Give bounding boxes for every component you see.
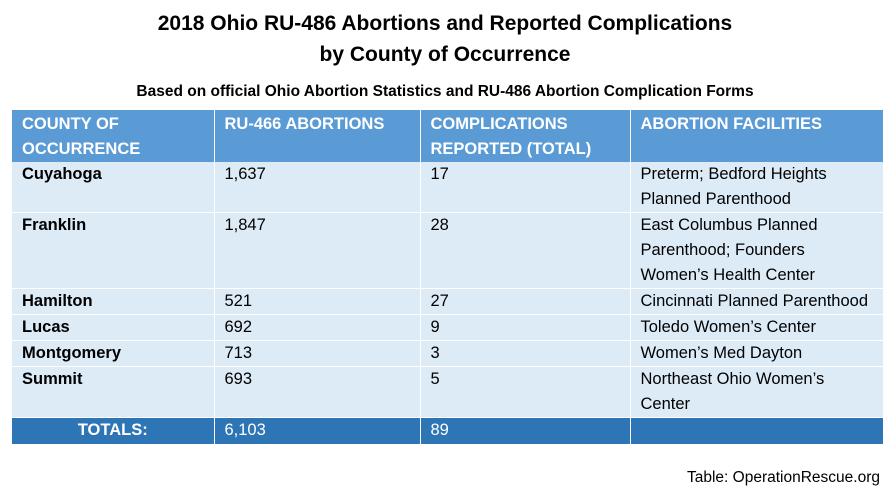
cell-facilities: Toledo Women’s Center (630, 314, 884, 341)
totals-row: TOTALS: 6,103 89 (12, 417, 884, 444)
totals-abortions: 6,103 (214, 417, 421, 444)
cell-abortions: 692 (214, 314, 421, 341)
cell-county: Hamilton (12, 288, 215, 315)
cell-complications: 5 (420, 366, 631, 418)
header-facilities: ABORTION FACILITIES (630, 110, 884, 162)
cell-facilities: Women’s Med Dayton (630, 340, 884, 367)
table-row: Cuyahoga 1,637 17 Preterm; Bedford Heights … (12, 162, 884, 213)
cell-facilities: Cincinnati Planned Parenthood (630, 288, 884, 315)
cell-abortions: 521 (214, 288, 421, 315)
totals-label: TOTALS: (12, 417, 215, 444)
cell-county: Lucas (12, 314, 215, 341)
document-subtitle: Based on official Ohio Abortion Statisti… (136, 83, 754, 100)
source-credit: Table: OperationRescue.org (686, 469, 880, 486)
cell-county: Montgomery (12, 340, 215, 367)
cell-complications: 3 (420, 340, 631, 367)
cell-facilities: Preterm; Bedford Heights Planned Parenth… (630, 162, 884, 213)
cell-abortions: 693 (214, 366, 421, 418)
title-line-1: 2018 Ohio RU-486 Abortions and Reported … (157, 12, 733, 35)
header-county: COUNTY OF OCCURRENCE (12, 110, 215, 162)
cell-county: Summit (12, 366, 215, 418)
cell-county: Franklin (12, 212, 215, 289)
cell-abortions: 713 (214, 340, 421, 367)
totals-complications: 89 (420, 417, 631, 444)
table-row: Franklin 1,847 28 East Columbus Planned Par… (12, 212, 884, 289)
cell-abortions: 1,847 (214, 212, 421, 289)
title-line-2: by County of Occurrence (319, 43, 571, 66)
cell-complications: 17 (420, 162, 631, 213)
cell-facilities: Northeast Ohio Women’s Center (630, 366, 884, 418)
cell-complications: 27 (420, 288, 631, 315)
header-abortions: RU-466 ABORTIONS (214, 110, 421, 162)
county-table: COUNTY OF OCCURRENCE RU-466 ABORTIONS CO… (12, 110, 884, 444)
table-body: Cuyahoga 1,637 17 Preterm; Bedford Heights … (12, 162, 884, 418)
table-row: Summit 693 5 Northeast Ohio Women’s Center (12, 366, 884, 418)
cell-abortions: 1,637 (214, 162, 421, 213)
cell-county: Cuyahoga (12, 162, 215, 213)
table-row: Hamilton 521 27 Cincinnati Planned Parentho… (12, 288, 884, 315)
cell-facilities: East Columbus Planned Parenthood; Founde… (630, 212, 884, 289)
table-header-row: COUNTY OF OCCURRENCE RU-466 ABORTIONS CO… (12, 110, 884, 162)
table-row: Lucas 692 9 Toledo Women’s Center (12, 314, 884, 341)
totals-facilities (630, 417, 884, 444)
cell-complications: 9 (420, 314, 631, 341)
cell-complications: 28 (420, 212, 631, 289)
header-complications: COMPLICATIONS REPORTED (TOTAL) (420, 110, 631, 162)
document-title: 2018 Ohio RU-486 Abortions and Reported … (0, 8, 890, 70)
table-row: Montgomery 713 3 Women’s Med Dayton (12, 340, 884, 367)
